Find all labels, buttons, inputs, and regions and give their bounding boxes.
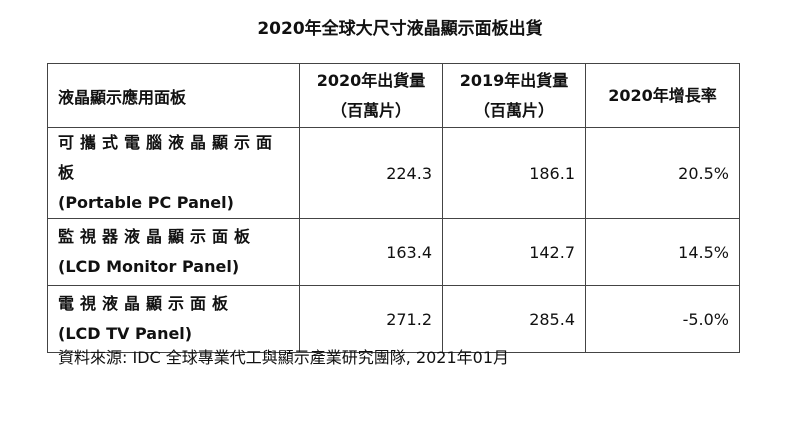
header-text: 2019年出貨量 — [459, 70, 569, 90]
value-cell: 163.4 — [299, 218, 443, 286]
label-zh: 可攜式電腦液晶顯示面板 — [58, 133, 279, 182]
label-en: (LCD TV Panel) — [58, 324, 193, 343]
header-text: 2020年增長率 — [608, 85, 717, 105]
header-text: 2020年出貨量 — [316, 70, 426, 90]
value-cell: 14.5% — [585, 218, 740, 286]
table-row: 監視器液晶顯示面板 (LCD Monitor Panel) 163.4 142.7 14… — [47, 218, 740, 286]
value-cell: -5.0% — [585, 285, 740, 353]
value-cell: 285.4 — [442, 285, 586, 353]
data-table: 液晶顯示應用面板 2020年出貨量 （百萬片） 2019年出貨量 （百萬片） 2020年增… — [47, 63, 740, 353]
title: 2020年全球大尺寸液晶顯示面板出貨 — [257, 19, 543, 39]
value-cell: 224.3 — [299, 127, 443, 219]
label-cell: 可攜式電腦液晶顯示面板 (Portable PC Panel) — [47, 127, 300, 219]
source-note: 資料來源: IDC 全球專業代工與顯示產業研究團隊, 2021年01月 — [58, 348, 510, 367]
label-zh: 監視器液晶顯示面板 — [58, 227, 257, 246]
value-cell: 20.5% — [585, 127, 740, 219]
table-row: 電視液晶顯示面板 (LCD TV Panel) 271.2 285.4 -5.0% — [47, 285, 740, 353]
label-cell: 監視器液晶顯示面板 (LCD Monitor Panel) — [47, 218, 300, 286]
header-cell: 液晶顯示應用面板 — [47, 63, 300, 128]
label-en: (Portable PC Panel) — [58, 193, 234, 212]
header-text: （百萬片） — [473, 100, 554, 120]
label-zh: 電視液晶顯示面板 — [58, 294, 235, 313]
value-cell: 271.2 — [299, 285, 443, 353]
header-text: 液晶顯示應用面板 — [58, 87, 187, 107]
header-row: 液晶顯示應用面板 2020年出貨量 （百萬片） 2019年出貨量 （百萬片） 2020年增… — [47, 63, 740, 128]
header-text: （百萬片） — [330, 100, 411, 120]
header-cell: 2019年出貨量 （百萬片） — [442, 63, 586, 128]
label-en: (LCD Monitor Panel) — [58, 257, 240, 276]
value-cell: 186.1 — [442, 127, 586, 219]
label-cell: 電視液晶顯示面板 (LCD TV Panel) — [47, 285, 300, 353]
header-cell: 2020年出貨量 （百萬片） — [299, 63, 443, 128]
value-cell: 142.7 — [442, 218, 586, 286]
table-body: 可攜式電腦液晶顯示面板 (Portable PC Panel) 224.3 186.1… — [47, 127, 740, 353]
table-row: 可攜式電腦液晶顯示面板 (Portable PC Panel) 224.3 186.1… — [47, 127, 740, 219]
header-cell: 2020年增長率 — [585, 63, 740, 128]
